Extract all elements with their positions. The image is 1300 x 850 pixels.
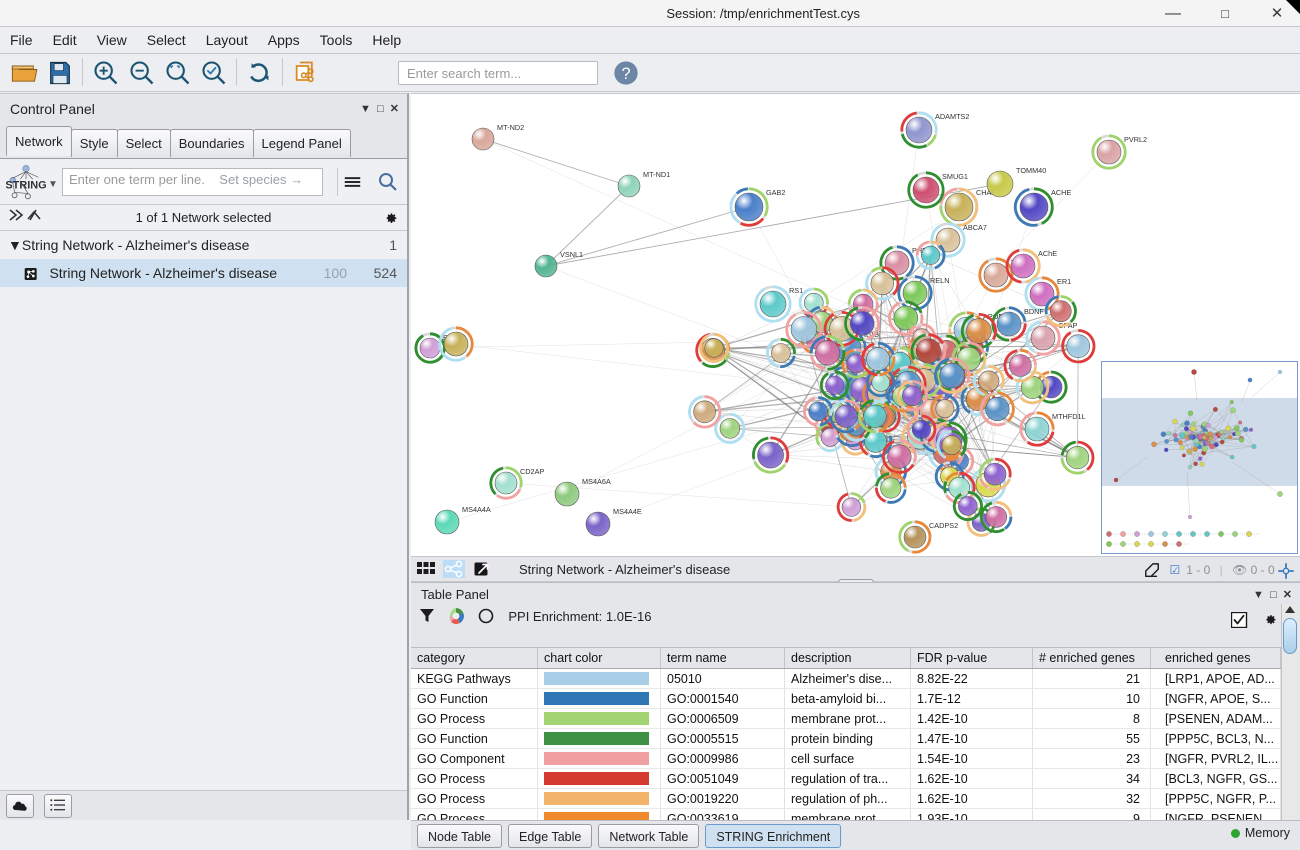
- svg-text:MT-ND2: MT-ND2: [497, 123, 524, 132]
- svg-text:MS4A6A: MS4A6A: [582, 477, 611, 486]
- svg-text:AChE: AChE: [1038, 249, 1057, 258]
- svg-text:ABCA7: ABCA7: [963, 223, 987, 232]
- svg-text:VSNL1: VSNL1: [560, 250, 583, 259]
- svg-text:GAB2: GAB2: [766, 188, 785, 197]
- svg-text:ACHE: ACHE: [1051, 188, 1071, 197]
- svg-text:RS1: RS1: [789, 286, 803, 295]
- svg-text:BDNF: BDNF: [1024, 307, 1044, 316]
- svg-text:MS4A4E: MS4A4E: [613, 507, 642, 516]
- svg-text:MTHFD1L: MTHFD1L: [1052, 412, 1086, 421]
- svg-text:CADPS2: CADPS2: [929, 521, 958, 530]
- svg-text:?: ?: [621, 65, 630, 83]
- svg-text:ADAMTS2: ADAMTS2: [935, 112, 969, 121]
- svg-text:MT-ND1: MT-ND1: [643, 170, 670, 179]
- svg-text:SMUG1: SMUG1: [942, 172, 968, 181]
- svg-text:RELN: RELN: [930, 276, 949, 285]
- svg-text:TOMM40: TOMM40: [1016, 166, 1046, 175]
- svg-text:STRING: STRING: [6, 180, 46, 192]
- svg-text:PVRL2: PVRL2: [1124, 135, 1147, 144]
- svg-text:ER1: ER1: [1057, 277, 1071, 286]
- svg-text:CD2AP: CD2AP: [520, 467, 544, 476]
- svg-text:MS4A4A: MS4A4A: [462, 505, 491, 514]
